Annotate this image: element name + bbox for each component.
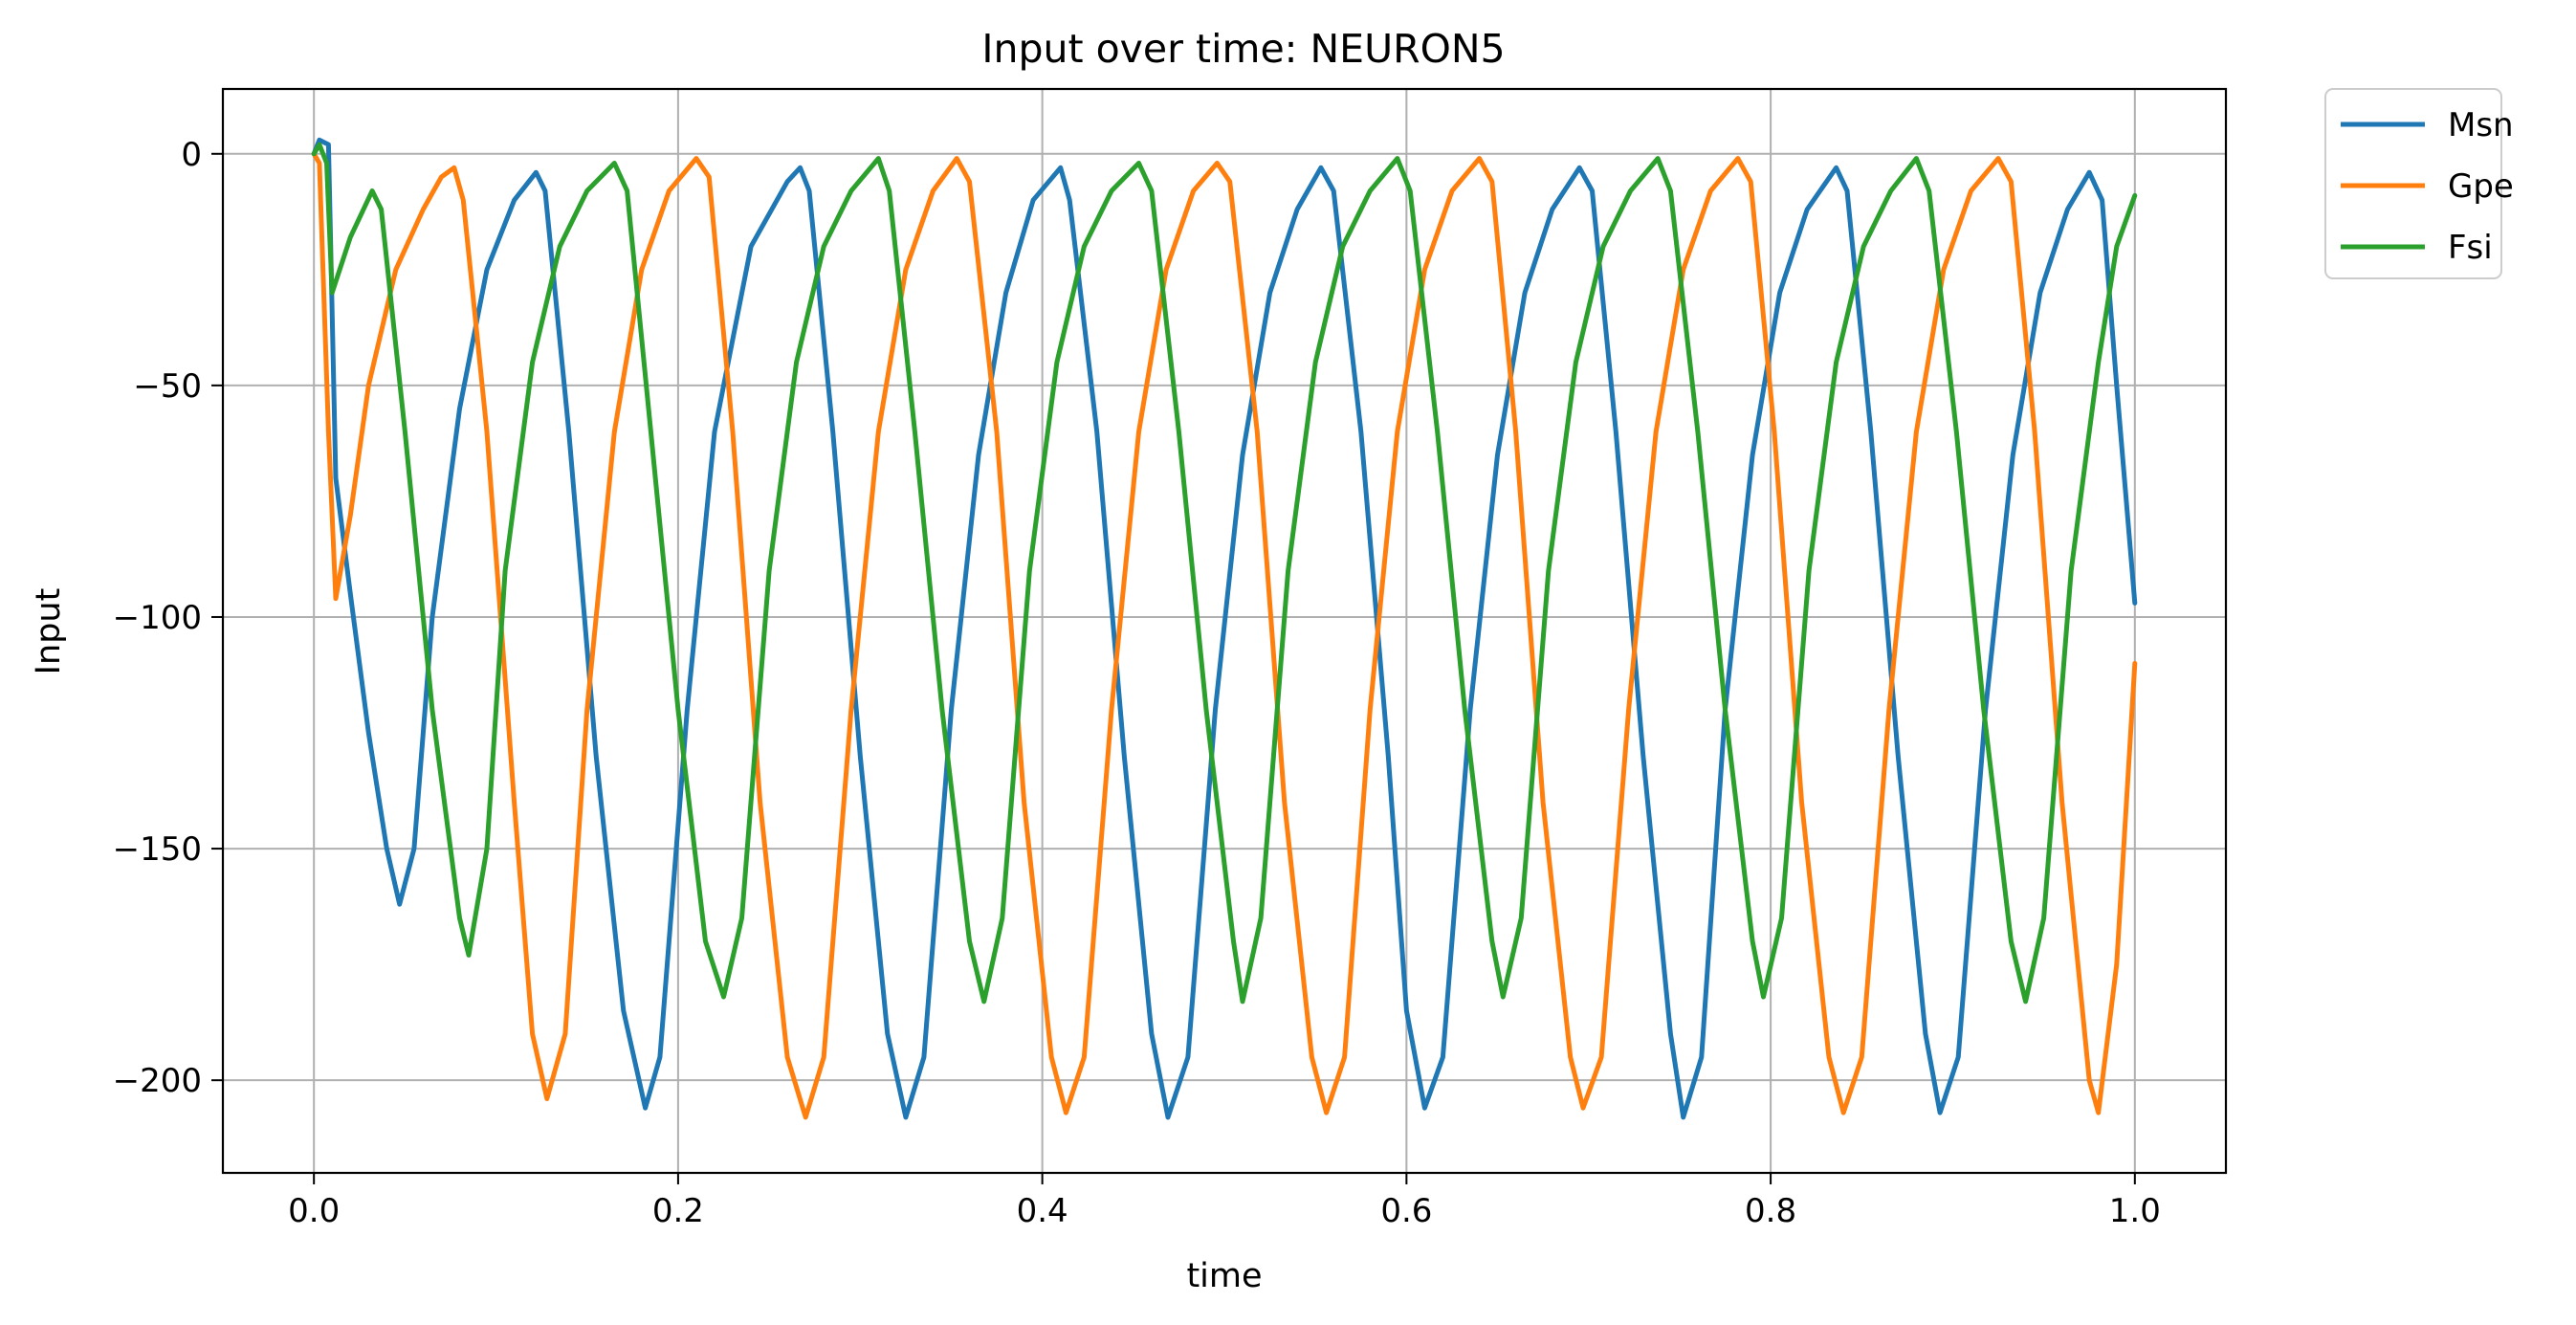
x-tick-label: 0.0 — [288, 1192, 340, 1230]
y-tick-label: −150 — [113, 830, 202, 869]
plot-frame — [221, 87, 2228, 1175]
series-line-gpe — [311, 151, 2138, 1120]
chart-title: Input over time: NEURON5 — [981, 26, 1505, 72]
series-line-fsi — [311, 142, 2138, 1005]
tick-layer: 0.0 0.2 0.4 0.6 0.8 1.0 0 −50 −100 −150 −200 — [113, 136, 2161, 1230]
legend: Msn Gpe Fsi — [2324, 88, 2514, 279]
x-tick-label: 0.6 — [1380, 1192, 1432, 1230]
x-tick-label: 0.2 — [652, 1192, 704, 1230]
legend-label-msn: Msn — [2448, 106, 2514, 144]
y-tick-label: −50 — [133, 367, 202, 406]
y-tick-label: −100 — [113, 599, 202, 637]
y-axis-label: Input — [30, 588, 68, 675]
y-tick-label: 0 — [181, 136, 202, 174]
x-tick-label: 0.4 — [1017, 1192, 1068, 1230]
legend-label-gpe: Gpe — [2448, 167, 2514, 206]
series-layer — [311, 137, 2138, 1120]
legend-label-fsi: Fsi — [2448, 229, 2493, 267]
x-tick-label: 1.0 — [2109, 1192, 2161, 1230]
series-line-msn — [311, 137, 2138, 1120]
x-tick-label: 0.8 — [1745, 1192, 1796, 1230]
y-tick-label: −200 — [113, 1062, 202, 1100]
x-axis-label: time — [1186, 1257, 1262, 1295]
